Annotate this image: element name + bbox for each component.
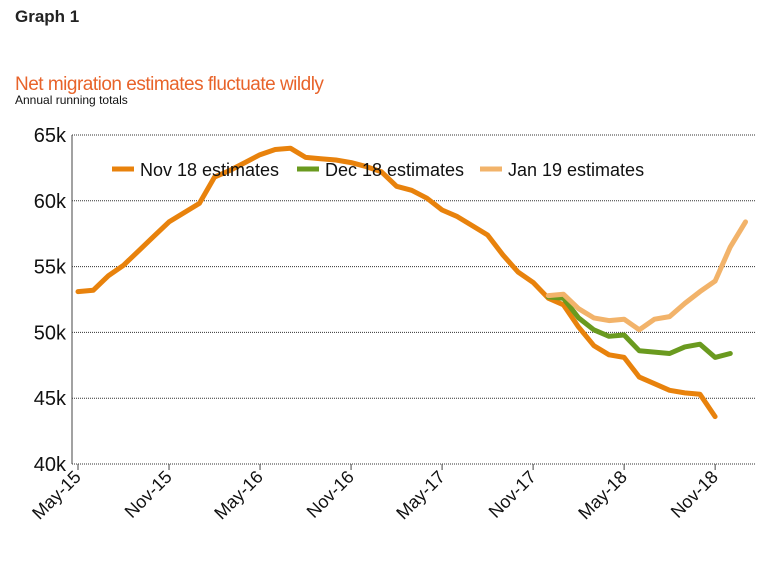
legend-label: Nov 18 estimates bbox=[140, 160, 279, 180]
y-tick-label: 55k bbox=[34, 257, 67, 279]
y-tick-label: 65k bbox=[34, 125, 67, 147]
chart-subtitle: Annual running totals bbox=[15, 93, 128, 107]
y-tick-label: 50k bbox=[34, 322, 67, 344]
x-tick-label: Nov-16 bbox=[303, 467, 358, 522]
legend-label: Jan 19 estimates bbox=[508, 160, 644, 180]
y-tick-label: 60k bbox=[34, 191, 67, 213]
x-tick-label: Nov-17 bbox=[485, 467, 540, 522]
x-tick-label: May-17 bbox=[392, 467, 449, 524]
series-line-1 bbox=[545, 294, 733, 360]
series-line-0 bbox=[75, 145, 718, 420]
series-line-2 bbox=[545, 219, 748, 333]
y-tick-label: 45k bbox=[34, 388, 67, 410]
legend-label: Dec 18 estimates bbox=[325, 160, 464, 180]
graph-header: Graph 1 bbox=[15, 7, 80, 26]
x-tick-label: May-16 bbox=[210, 467, 267, 524]
x-tick-label: Nov-15 bbox=[121, 467, 176, 522]
x-tick-label: Nov-18 bbox=[667, 467, 722, 522]
x-tick-label: May-18 bbox=[574, 467, 631, 524]
y-tick-label: 40k bbox=[34, 454, 67, 476]
chart-title: Net migration estimates fluctuate wildly bbox=[15, 74, 324, 95]
